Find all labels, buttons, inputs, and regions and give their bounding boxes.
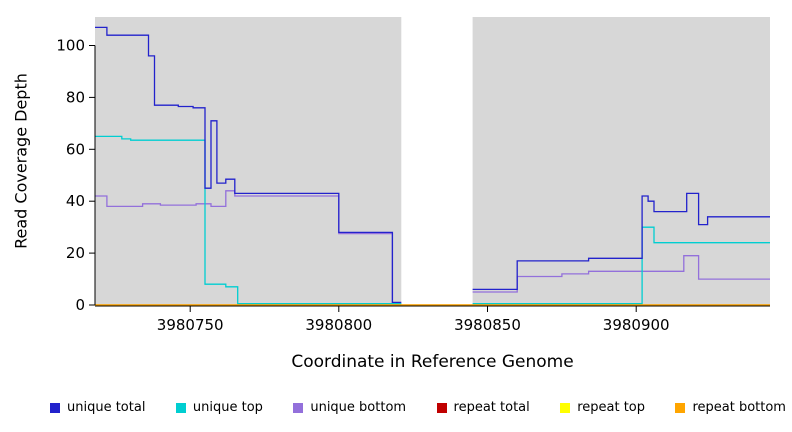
legend-swatch-unique-bottom	[293, 402, 304, 413]
y-tick-label: 20	[66, 244, 85, 262]
y-tick-label: 0	[75, 296, 85, 314]
coverage-region	[95, 17, 402, 305]
legend-label-unique-bottom: unique bottom	[310, 400, 407, 415]
x-tick-label: 3980800	[305, 316, 372, 334]
legend-item-unique-total: unique total	[50, 400, 145, 415]
legend-item-unique-bottom: unique bottom	[293, 400, 406, 415]
legend-label-repeat-bottom: repeat bottom	[692, 400, 786, 415]
y-tick-label: 80	[66, 88, 85, 106]
series-unique-top	[95, 135, 770, 305]
chart-legend: unique total unique top unique bottom repea…	[50, 400, 786, 415]
y-tick-label: 60	[66, 140, 85, 158]
x-tick-label: 3980850	[454, 316, 521, 334]
coverage-chart: 0 20 40 60 80 100 3980750 3980800 3980850 3980900	[56, 17, 770, 334]
legend-item-repeat-total: repeat total	[436, 400, 530, 415]
legend-swatch-repeat-total	[436, 402, 447, 413]
y-tick-label: 100	[56, 37, 85, 55]
legend-label-unique-total: unique total	[67, 400, 146, 415]
y-tick-label: 40	[66, 192, 85, 210]
legend-item-repeat-bottom: repeat bottom	[675, 400, 786, 415]
legend-item-unique-top: unique top	[175, 400, 263, 415]
y-axis-label: Read Coverage Depth	[11, 73, 31, 249]
legend-swatch-unique-top	[175, 402, 186, 413]
coverage-region	[472, 17, 770, 305]
legend-swatch-repeat-top	[560, 402, 571, 413]
legend-label-repeat-total: repeat total	[453, 400, 530, 415]
x-tick-label: 3980750	[157, 316, 224, 334]
legend-label-repeat-top: repeat top	[577, 400, 645, 415]
legend-swatch-repeat-bottom	[675, 402, 686, 413]
legend-item-repeat-top: repeat top	[560, 400, 645, 415]
legend-swatch-unique-total	[50, 402, 60, 413]
x-tick-label: 3980900	[603, 316, 670, 334]
x-axis-label: Coordinate in Reference Genome	[291, 352, 574, 372]
legend-label-unique-top: unique top	[192, 400, 263, 415]
series-unique-total	[95, 26, 770, 304]
